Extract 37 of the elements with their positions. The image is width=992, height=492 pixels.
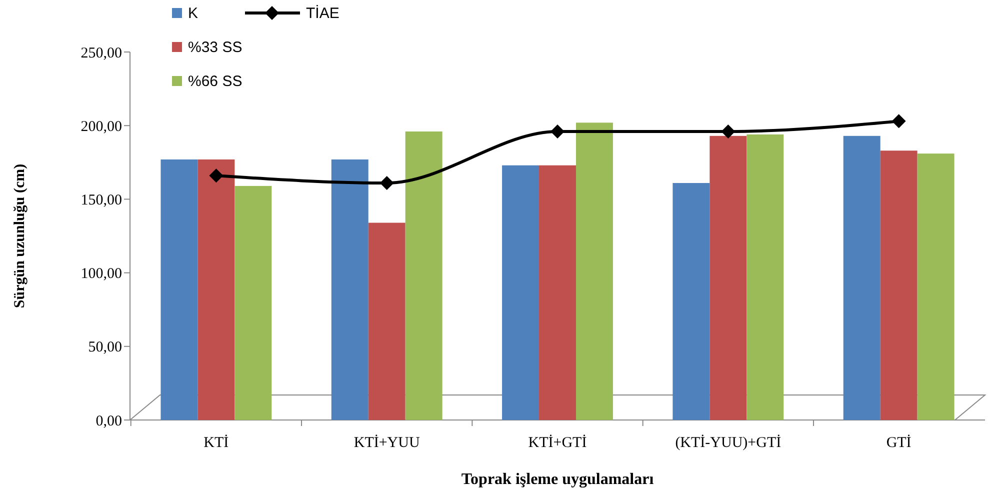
- x-tick-label: KTİ+GTİ: [528, 434, 587, 451]
- bar: [160, 159, 198, 420]
- x-tick-label: KTİ+YUU: [354, 434, 420, 451]
- x-tick-label: KTİ: [204, 434, 229, 451]
- bar: [539, 165, 576, 420]
- legend-label: K: [188, 5, 198, 22]
- y-tick-label: 50,00: [88, 340, 122, 356]
- x-tick-label: GTİ: [886, 434, 912, 451]
- point: [550, 124, 564, 138]
- y-tick-label: 0,00: [96, 413, 122, 430]
- bar: [843, 136, 880, 420]
- bar: [710, 136, 747, 420]
- y-tick-label: 250,00: [80, 45, 122, 62]
- point: [209, 168, 224, 183]
- bar: [198, 159, 235, 420]
- legend-label: TİAE: [306, 4, 340, 22]
- bar: [576, 122, 613, 420]
- bar: [880, 150, 918, 420]
- x-axis-title: Toprak işleme uygulamaları: [461, 471, 654, 488]
- legend-label: %66 SS: [188, 73, 242, 90]
- point: [892, 114, 906, 128]
- y-tick-label: 100,00: [80, 266, 122, 282]
- bar: [746, 134, 784, 420]
- y-tick-label: 200,00: [80, 118, 122, 135]
- bar: [917, 154, 954, 420]
- bar: [234, 186, 272, 420]
- y-axis-title: Sürgün uzunluğu (cm): [12, 164, 28, 308]
- bar: [368, 222, 406, 420]
- point: [380, 176, 394, 190]
- bar: [405, 131, 442, 420]
- legend-label: %33 SS: [188, 39, 242, 56]
- bar: [331, 159, 368, 420]
- x-tick-label: (KTİ-YUU)+GTİ: [675, 434, 782, 451]
- bar: [672, 183, 710, 420]
- bar: [502, 165, 540, 420]
- y-tick-label: 150,00: [80, 192, 122, 208]
- point: [721, 124, 736, 138]
